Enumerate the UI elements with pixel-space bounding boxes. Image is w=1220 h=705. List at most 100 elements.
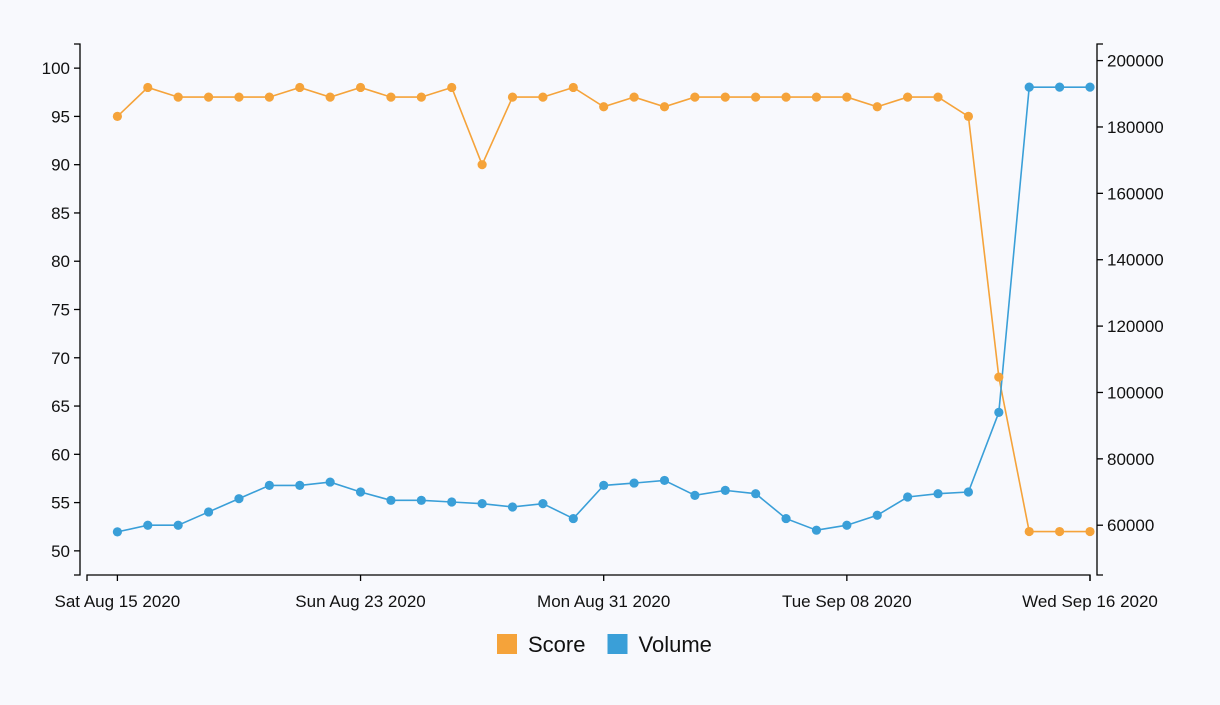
volume-data-point[interactable]: [872, 510, 882, 520]
x-tick-label: Tue Sep 08 2020: [782, 592, 912, 611]
volume-data-point[interactable]: [629, 478, 639, 488]
volume-data-point[interactable]: [507, 502, 518, 512]
volume-data-point[interactable]: [1085, 82, 1095, 92]
volume-data-point[interactable]: [599, 480, 609, 490]
volume-data-point[interactable]: [143, 520, 153, 530]
score-data-point[interactable]: [751, 92, 761, 102]
score-data-point[interactable]: [659, 102, 670, 112]
volume-data-point[interactable]: [234, 494, 244, 504]
y-right-tick-label: 200000: [1107, 52, 1164, 71]
y-right-tick-label: 80000: [1107, 450, 1154, 469]
y-left-tick-label: 85: [51, 204, 70, 223]
score-series-line: [116, 86, 1090, 533]
score-data-point[interactable]: [143, 82, 153, 93]
score-data-point[interactable]: [416, 92, 426, 102]
score-data-point[interactable]: [1024, 526, 1034, 537]
y-axis-right: 60000 80000 100000 120000 140000 160000 180000…: [1096, 43, 1164, 576]
score-data-point[interactable]: [720, 92, 730, 102]
legend-item-score[interactable]: Score: [497, 632, 585, 657]
volume-data-point[interactable]: [325, 477, 335, 487]
y-right-tick-label: 100000: [1107, 383, 1164, 402]
score-data-point[interactable]: [538, 92, 548, 102]
y-right-tick-label: 120000: [1107, 317, 1164, 336]
volume-data-point[interactable]: [1024, 82, 1034, 92]
score-data-point[interactable]: [203, 92, 214, 102]
legend-label: Score: [528, 632, 585, 657]
legend-label: Volume: [639, 632, 712, 657]
volume-data-point[interactable]: [751, 489, 761, 499]
score-data-point[interactable]: [355, 82, 366, 93]
score-data-point[interactable]: [386, 92, 396, 102]
score-data-point[interactable]: [447, 82, 457, 93]
score-data-point[interactable]: [234, 92, 244, 102]
volume-data-point[interactable]: [264, 480, 274, 490]
y-left-tick-label: 50: [51, 542, 70, 561]
volume-data-point[interactable]: [1055, 82, 1065, 92]
legend-item-volume[interactable]: Volume: [607, 632, 712, 657]
volume-data-point[interactable]: [994, 407, 1004, 417]
volume-data-point[interactable]: [416, 495, 426, 505]
y-right-tick-label: 160000: [1107, 184, 1164, 203]
score-data-point[interactable]: [811, 92, 822, 102]
score-data-point[interactable]: [325, 92, 335, 102]
y-right-tick-label: 60000: [1107, 516, 1154, 535]
x-tick-label: Sun Aug 23 2020: [295, 592, 425, 611]
x-tick-label: Sat Aug 15 2020: [55, 592, 181, 611]
volume-data-point[interactable]: [690, 490, 700, 500]
x-tick-label: Wed Sep 16 2020: [1022, 592, 1158, 611]
volume-data-point[interactable]: [173, 520, 183, 530]
score-data-point[interactable]: [264, 92, 274, 102]
score-data-point[interactable]: [933, 92, 943, 102]
score-data-point[interactable]: [507, 92, 518, 102]
x-tick-label: Mon Aug 31 2020: [537, 592, 670, 611]
y-left-tick-label: 90: [51, 156, 70, 175]
score-data-point[interactable]: [568, 82, 578, 93]
volume-data-point[interactable]: [781, 513, 791, 524]
y-right-tick-label: 180000: [1107, 118, 1164, 137]
y-left-tick-label: 75: [51, 301, 70, 320]
volume-data-point[interactable]: [477, 499, 487, 509]
score-data-point[interactable]: [903, 92, 913, 102]
legend-swatch: [497, 634, 517, 654]
score-data-point[interactable]: [1055, 526, 1065, 537]
score-data-point[interactable]: [781, 92, 791, 102]
volume-data-point[interactable]: [355, 487, 366, 497]
score-data-point[interactable]: [994, 372, 1004, 382]
score-data-point[interactable]: [690, 92, 700, 102]
volume-data-point[interactable]: [295, 480, 305, 490]
volume-data-point[interactable]: [538, 499, 548, 509]
volume-series-line: [117, 86, 1090, 533]
volume-data-point[interactable]: [720, 485, 730, 495]
volume-data-point[interactable]: [933, 489, 943, 499]
volume-data-point[interactable]: [386, 495, 396, 505]
y-left-tick-label: 100: [42, 59, 70, 78]
score-data-point[interactable]: [872, 102, 882, 112]
score-data-point[interactable]: [963, 111, 974, 122]
score-data-point[interactable]: [629, 92, 639, 102]
score-data-point[interactable]: [477, 160, 487, 170]
y-axis-left: 50 55 60 65 70 75 80 85 90 95 100: [42, 43, 81, 576]
x-axis: Sat Aug 15 2020 Sun Aug 23 2020 Mon Aug 31…: [55, 574, 1158, 611]
volume-data-point[interactable]: [842, 520, 852, 530]
score-data-point[interactable]: [295, 82, 305, 93]
volume-data-point[interactable]: [568, 513, 578, 524]
volume-data-point[interactable]: [112, 527, 122, 537]
volume-data-point[interactable]: [659, 475, 670, 486]
score-data-point[interactable]: [599, 102, 609, 112]
y-left-tick-label: 70: [51, 349, 70, 368]
y-right-tick-label: 140000: [1107, 251, 1164, 270]
x-axis-line: [86, 574, 1091, 581]
volume-data-point[interactable]: [811, 525, 822, 535]
y-left-tick-label: 55: [51, 494, 70, 513]
y-left-tick-label: 65: [51, 397, 70, 416]
score-data-point[interactable]: [1085, 526, 1095, 537]
y-left-tick-label: 80: [51, 252, 70, 271]
score-data-point[interactable]: [173, 92, 183, 102]
volume-data-point[interactable]: [203, 507, 214, 517]
score-data-point[interactable]: [112, 111, 122, 122]
volume-data-point[interactable]: [963, 487, 974, 497]
volume-data-point[interactable]: [447, 497, 457, 507]
volume-data-point[interactable]: [903, 492, 913, 502]
score-data-point[interactable]: [842, 92, 852, 102]
